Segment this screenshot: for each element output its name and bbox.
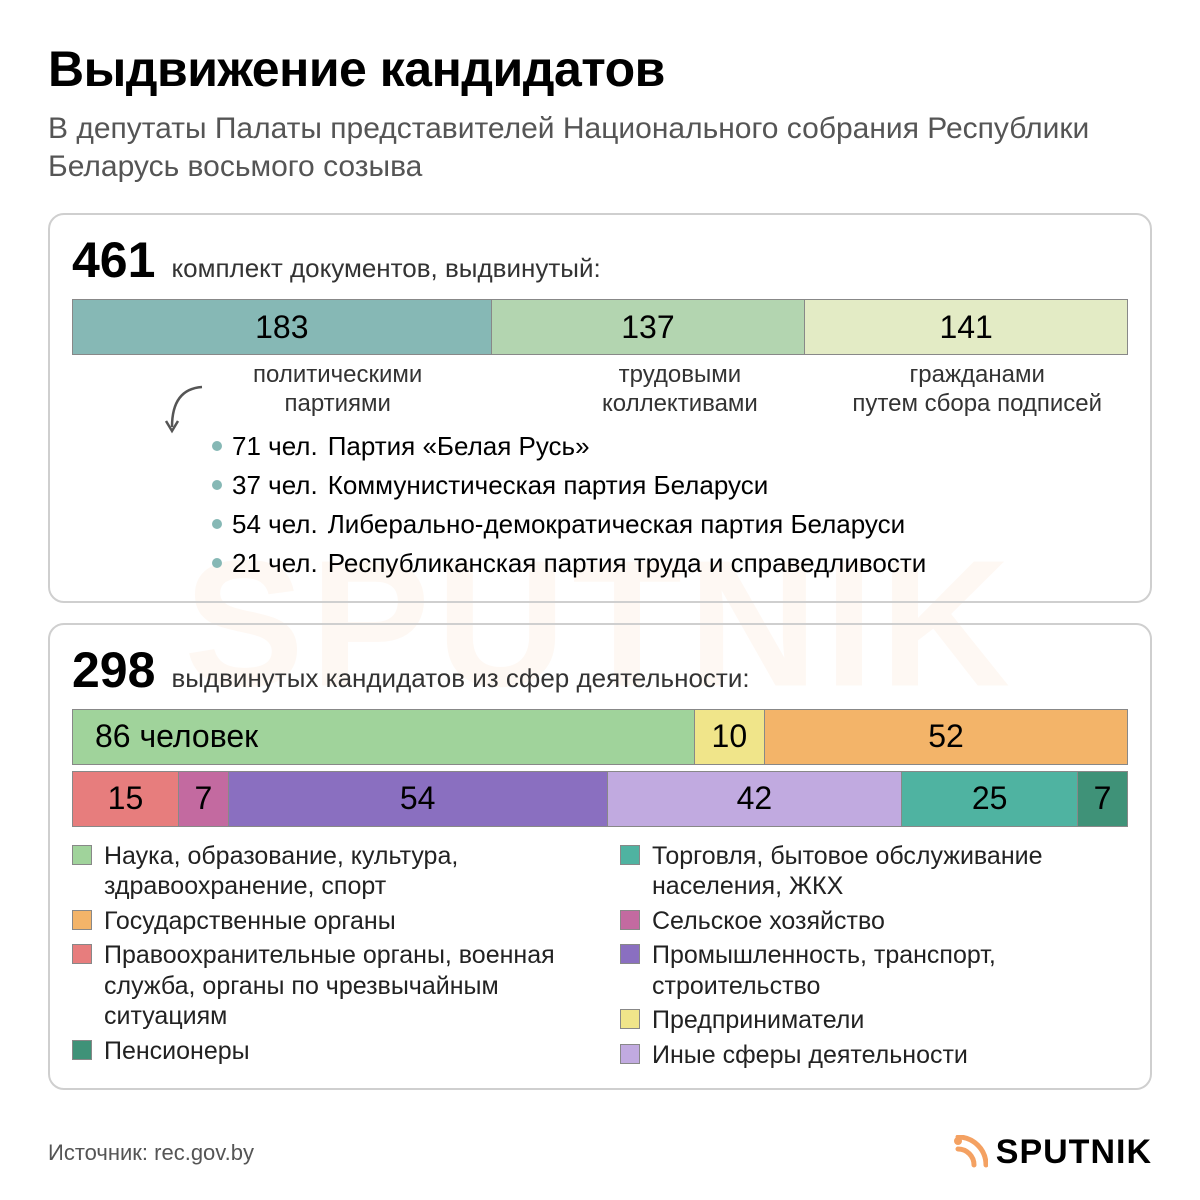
legend-swatch-icon bbox=[72, 910, 92, 930]
brand: SPUTNIK bbox=[952, 1133, 1152, 1172]
party-name: Республиканская партия труда и справедли… bbox=[328, 544, 927, 583]
brand-icon bbox=[952, 1135, 988, 1171]
party-bullet-icon bbox=[212, 480, 222, 490]
legend-item: Государственные органы bbox=[72, 906, 580, 937]
legend-label: Предприниматели bbox=[652, 1005, 864, 1036]
legend-item: Наука, образование, культура, здравоохра… bbox=[72, 841, 580, 902]
legend-label: Промышленность, транспорт, строительство bbox=[652, 940, 1128, 1001]
legend-label: Государственные органы bbox=[104, 906, 396, 937]
brand-text: SPUTNIK bbox=[996, 1133, 1152, 1172]
legend-swatch-icon bbox=[72, 1040, 92, 1060]
party-row: 21 чел. Республиканская партия труда и сп… bbox=[212, 544, 1128, 583]
legend-col-right: Торговля, бытовое обслуживание населения… bbox=[620, 841, 1128, 1071]
panel2-row2-seg-3: 42 bbox=[608, 772, 903, 826]
legend-swatch-icon bbox=[620, 944, 640, 964]
panel1-seg-label-0: политическимипартиями bbox=[72, 361, 533, 419]
party-bullet-icon bbox=[212, 441, 222, 451]
panel1-seg-0: 183 bbox=[73, 300, 492, 354]
panel2-bar-row1: 86 человек1052 bbox=[72, 709, 1128, 765]
legend-label: Торговля, бытовое обслуживание населения… bbox=[652, 841, 1128, 902]
legend-label: Сельское хозяйство bbox=[652, 906, 885, 937]
legend-label: Правоохранительные органы, военная служб… bbox=[104, 940, 580, 1032]
party-name: Коммунистическая партия Беларуси bbox=[328, 466, 769, 505]
party-row: 71 чел. Партия «Белая Русь» bbox=[212, 427, 1128, 466]
party-row: 37 чел. Коммунистическая партия Беларуси bbox=[212, 466, 1128, 505]
panel1-header: 461 комплект документов, выдвинутый: bbox=[72, 231, 1128, 289]
panel-documents: 461 комплект документов, выдвинутый: 183… bbox=[48, 213, 1152, 603]
panel2-row2-seg-5: 7 bbox=[1078, 772, 1127, 826]
source-text: Источник: rec.gov.by bbox=[48, 1140, 254, 1166]
page-subtitle: В депутаты Палаты представителей Национа… bbox=[48, 110, 1152, 185]
panel1-caption: комплект документов, выдвинутый: bbox=[171, 253, 600, 284]
panel2-row1-seg-1: 10 bbox=[695, 710, 766, 764]
panel1-bar: 183137141 bbox=[72, 299, 1128, 355]
party-count: 71 чел. bbox=[232, 427, 318, 466]
footer: Источник: rec.gov.by SPUTNIK bbox=[48, 1123, 1152, 1172]
party-list: 71 чел. Партия «Белая Русь» 37 чел. Коммуни… bbox=[72, 427, 1128, 583]
party-count: 37 чел. bbox=[232, 466, 318, 505]
legend-item: Сельское хозяйство bbox=[620, 906, 1128, 937]
panel2-row2-seg-0: 15 bbox=[73, 772, 179, 826]
legend-item: Предприниматели bbox=[620, 1005, 1128, 1036]
legend-swatch-icon bbox=[620, 845, 640, 865]
panel2-row2-seg-2: 54 bbox=[229, 772, 608, 826]
panel1-seg-label-2: гражданамипутем сбора подписей bbox=[826, 361, 1128, 419]
party-bullet-icon bbox=[212, 519, 222, 529]
legend-swatch-icon bbox=[620, 910, 640, 930]
party-row: 54 чел. Либерально-демократическая партия… bbox=[212, 505, 1128, 544]
panel2-row1-seg-2: 52 bbox=[765, 710, 1127, 764]
legend-item: Пенсионеры bbox=[72, 1036, 580, 1067]
panel1-seg-1: 137 bbox=[492, 300, 806, 354]
panel1-bar-labels: политическимипартиямитрудовымиколлектива… bbox=[72, 361, 1128, 419]
legend-swatch-icon bbox=[620, 1044, 640, 1064]
legend: Наука, образование, культура, здравоохра… bbox=[72, 841, 1128, 1071]
panel1-number: 461 bbox=[72, 231, 155, 289]
party-count: 21 чел. bbox=[232, 544, 318, 583]
party-name: Либерально-демократическая партия Белару… bbox=[328, 505, 905, 544]
page-title: Выдвижение кандидатов bbox=[48, 40, 1152, 98]
panel2-row1-seg-0: 86 человек bbox=[73, 710, 695, 764]
legend-item: Промышленность, транспорт, строительство bbox=[620, 940, 1128, 1001]
legend-swatch-icon bbox=[72, 845, 92, 865]
panel2-caption: выдвинутых кандидатов из сфер деятельнос… bbox=[171, 663, 749, 694]
legend-label: Наука, образование, культура, здравоохра… bbox=[104, 841, 580, 902]
panel-spheres: 298 выдвинутых кандидатов из сфер деятел… bbox=[48, 623, 1152, 1091]
panel1-seg-label-1: трудовымиколлективами bbox=[533, 361, 826, 419]
party-name: Партия «Белая Русь» bbox=[328, 427, 590, 466]
legend-label: Иные сферы деятельности bbox=[652, 1040, 968, 1071]
legend-label: Пенсионеры bbox=[104, 1036, 250, 1067]
legend-item: Торговля, бытовое обслуживание населения… bbox=[620, 841, 1128, 902]
panel2-row2-seg-1: 7 bbox=[179, 772, 229, 826]
panel1-seg-2: 141 bbox=[805, 300, 1127, 354]
party-count: 54 чел. bbox=[232, 505, 318, 544]
panel2-row2-seg-4: 25 bbox=[902, 772, 1078, 826]
panel2-number: 298 bbox=[72, 641, 155, 699]
party-bullet-icon bbox=[212, 558, 222, 568]
legend-col-left: Наука, образование, культура, здравоохра… bbox=[72, 841, 580, 1071]
panel2-header: 298 выдвинутых кандидатов из сфер деятел… bbox=[72, 641, 1128, 699]
legend-swatch-icon bbox=[72, 944, 92, 964]
panel2-bar-row2: 1575442257 bbox=[72, 771, 1128, 827]
legend-swatch-icon bbox=[620, 1009, 640, 1029]
legend-item: Иные сферы деятельности bbox=[620, 1040, 1128, 1071]
legend-item: Правоохранительные органы, военная служб… bbox=[72, 940, 580, 1032]
